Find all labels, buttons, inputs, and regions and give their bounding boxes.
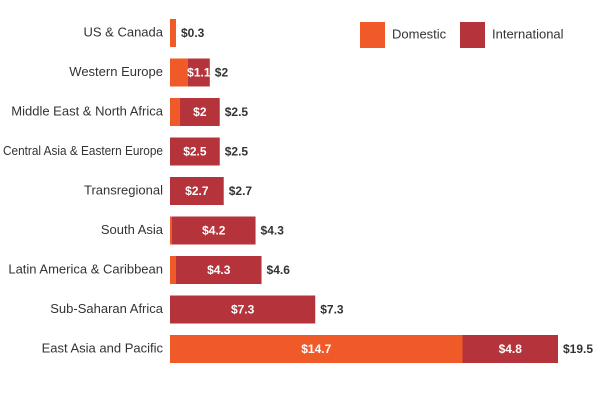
value-label: $14.7 xyxy=(301,342,331,356)
bar-segment xyxy=(170,137,220,166)
bar-segment xyxy=(170,335,463,363)
category-label: Central Asia & Eastern Europe xyxy=(3,143,163,158)
bar-segment xyxy=(170,177,224,205)
category-label: Sub-Saharan Africa xyxy=(50,301,164,316)
total-label: $7.3 xyxy=(320,303,344,317)
legend-swatch xyxy=(460,22,485,48)
total-label: $2.7 xyxy=(229,184,253,198)
value-label: $2 xyxy=(193,105,207,119)
value-label: $4.2 xyxy=(202,224,226,238)
bar-segment xyxy=(179,98,220,126)
value-label: $2.5 xyxy=(183,145,207,159)
bar-segment xyxy=(170,295,316,324)
legend-label: Domestic xyxy=(392,26,447,41)
value-label: $2.7 xyxy=(185,184,209,198)
total-label: $0.3 xyxy=(181,26,205,40)
bar-segment xyxy=(187,58,210,87)
total-label: $4.3 xyxy=(261,224,285,238)
total-label: $2.5 xyxy=(225,145,249,159)
bar-segment xyxy=(170,19,176,47)
category-label: Latin America & Caribbean xyxy=(8,261,163,276)
value-label: $4.3 xyxy=(207,263,231,277)
bar-segment xyxy=(170,98,180,126)
value-label: $1.1 xyxy=(187,66,211,80)
category-label: South Asia xyxy=(101,222,164,237)
total-label: $19.5 xyxy=(563,342,593,356)
bar-segment xyxy=(170,216,172,245)
total-label: $2.5 xyxy=(225,105,249,119)
category-label: US & Canada xyxy=(84,24,164,39)
legend-swatch xyxy=(360,22,385,48)
category-label: East Asia and Pacific xyxy=(42,340,164,355)
bar-segment xyxy=(170,256,176,284)
category-label: Transregional xyxy=(84,182,163,197)
value-label: $4.8 xyxy=(499,342,523,356)
legend-label: International xyxy=(492,26,564,41)
category-label: Western Europe xyxy=(69,64,163,79)
total-label: $2 xyxy=(215,66,229,80)
bar-segment xyxy=(171,216,256,245)
total-label: $4.6 xyxy=(267,263,291,277)
value-label: $7.3 xyxy=(231,303,255,317)
bar-segment xyxy=(462,335,558,363)
bar-segment xyxy=(175,256,262,284)
category-label: Middle East & North Africa xyxy=(11,103,163,118)
bar-segment xyxy=(170,58,188,87)
